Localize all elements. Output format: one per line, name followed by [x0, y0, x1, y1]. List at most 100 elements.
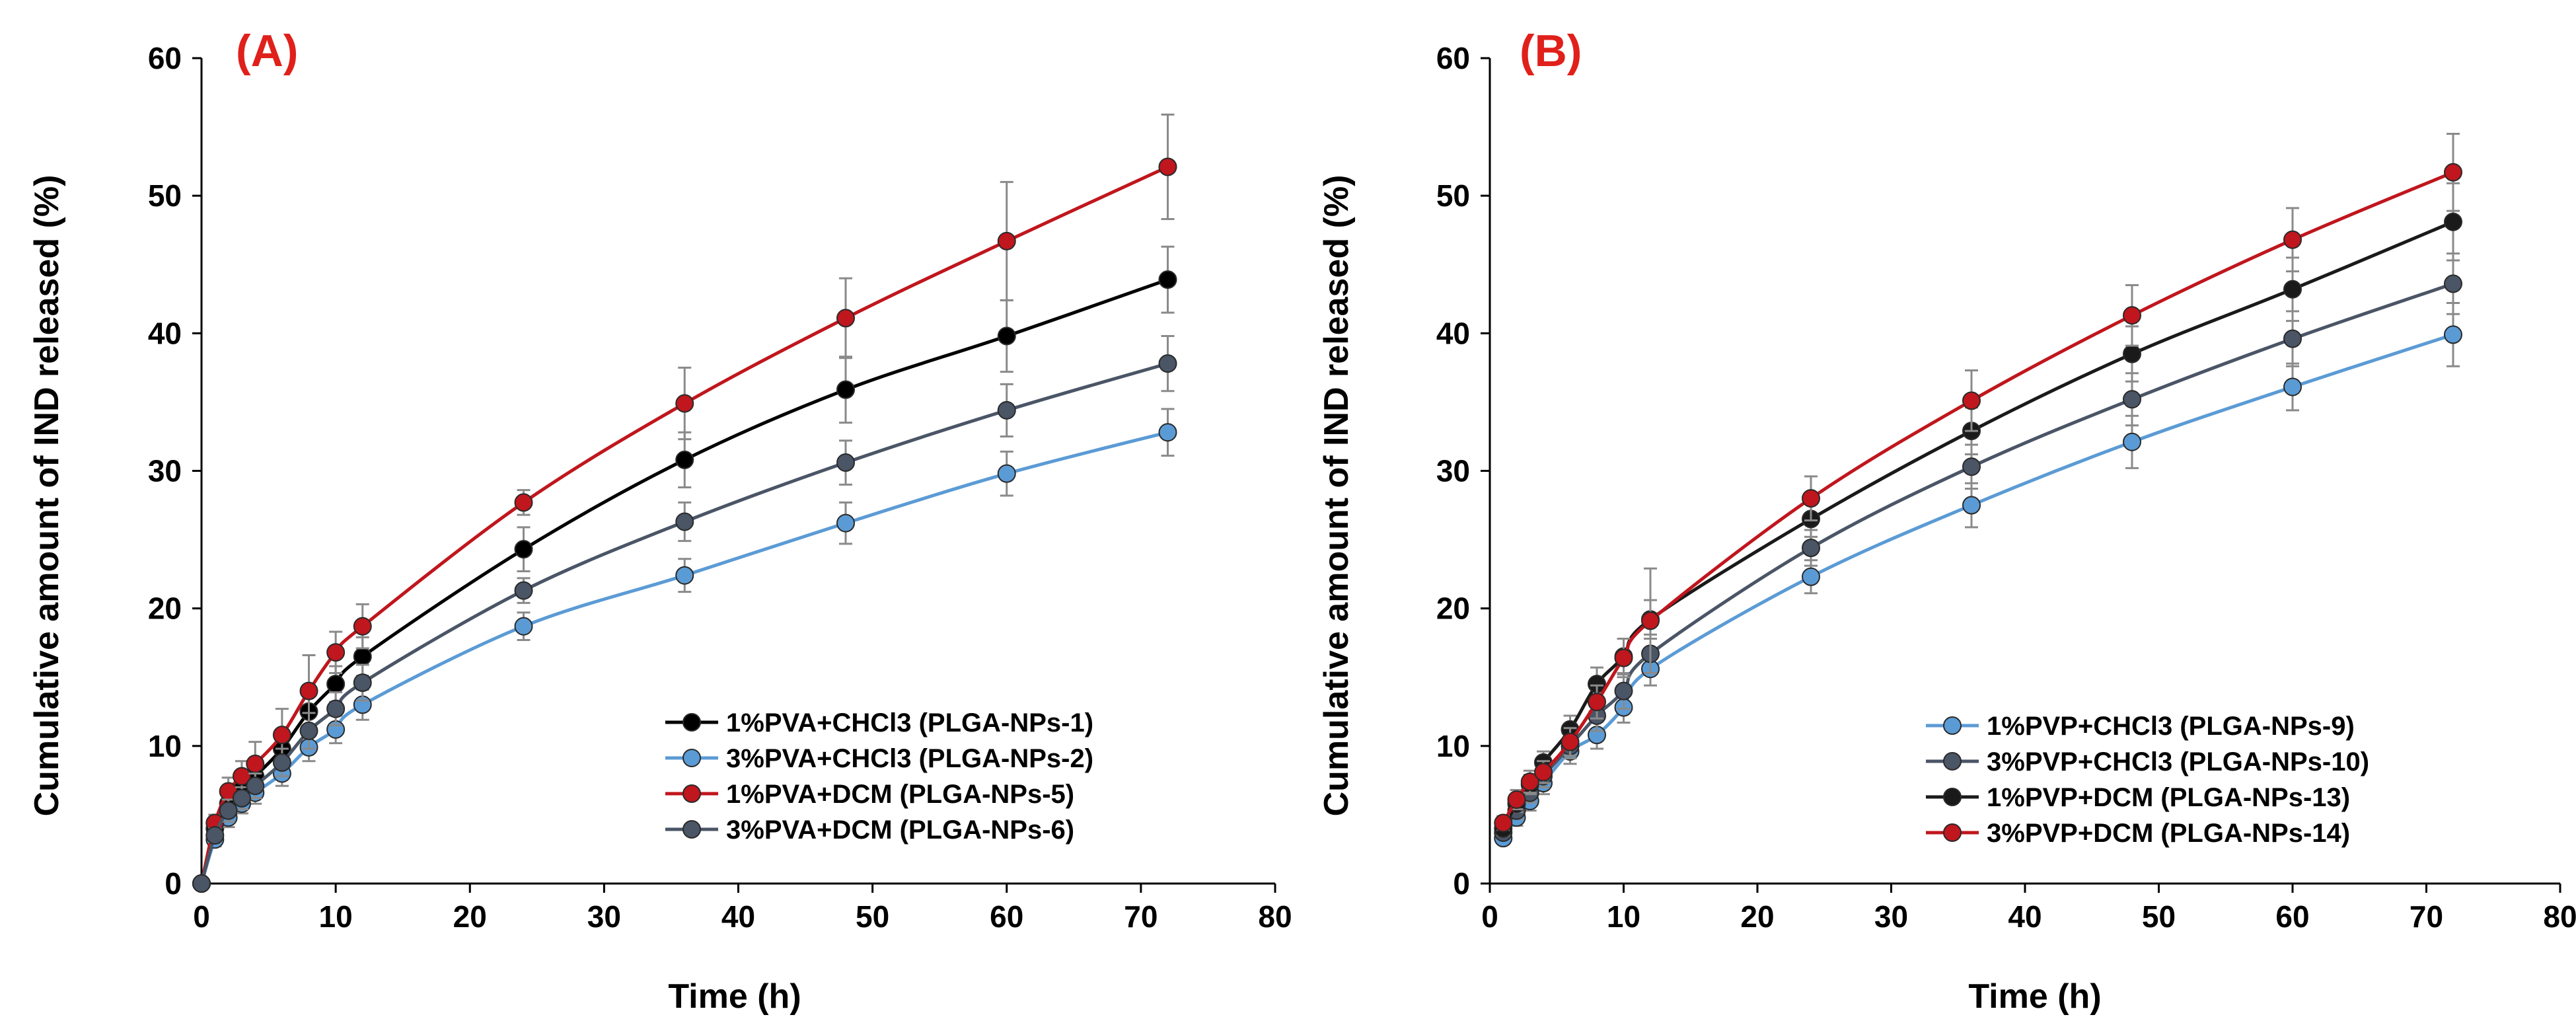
panel-b-data-point [1520, 772, 1539, 791]
panel-b-data-point [2123, 306, 2141, 325]
panel-b-data-point [1962, 391, 1981, 410]
panel-a-x-tick-label: 20 [453, 899, 487, 934]
panel-a-data-point [299, 721, 318, 740]
panel-a-x-tick-label: 70 [1124, 899, 1158, 934]
panel-b-data-point [2444, 212, 2462, 231]
panel-a-data-point [675, 512, 694, 531]
panel-b-legend-marker [1943, 788, 1962, 806]
panel-b-data-point [1534, 763, 1553, 782]
panel-b-data-point [2123, 432, 2141, 451]
panel-b-series-4 [1494, 132, 2462, 833]
panel-b-data-point [1802, 567, 1820, 586]
panel-a: (A) Cumulative amount of IND released (%… [28, 26, 1292, 1016]
panel-a-y-tick-label: 50 [148, 178, 182, 213]
panel-b-x-tick-label: 50 [2142, 899, 2176, 934]
panel-a-data-point [353, 673, 372, 693]
panel-a-data-point [326, 699, 346, 718]
panel-b-legend-marker [1943, 823, 1962, 842]
panel-b-data-point [1494, 813, 1513, 833]
panel-b-x-tick-label: 10 [1607, 899, 1640, 934]
panel-a-data-point [1158, 157, 1177, 176]
panel-a-label: (A) [236, 26, 298, 76]
panel-a-x-tick-label: 0 [193, 899, 210, 934]
panel-b-legend-label: 1%PVP+CHCl3 (PLGA-NPs-9) [1987, 712, 2355, 741]
panel-b-label: (B) [1520, 26, 1582, 76]
panel-a-data-point [997, 231, 1016, 250]
panel-a-data-point [353, 617, 372, 636]
panel-a-data-point [997, 464, 1016, 483]
panel-a-data-point [514, 581, 533, 600]
panel-b-x-tick-label: 80 [2543, 899, 2576, 934]
panel-a-data-point [246, 754, 265, 773]
panel-a-data-point [675, 566, 694, 585]
panel-b-legend-label: 3%PVP+CHCl3 (PLGA-NPs-10) [1987, 747, 2369, 776]
panel-a-y-tick-label: 60 [148, 41, 182, 75]
panel-a-legend-label: 3%PVA+CHCl3 (PLGA-NPs-2) [726, 744, 1093, 773]
panel-a-legend-label: 3%PVA+DCM (PLGA-NPs-6) [726, 815, 1074, 845]
panel-a-series-4 [192, 334, 1177, 893]
panel-b-data-point [1561, 732, 1580, 751]
panel-a-data-point [232, 788, 251, 808]
panel-a-x-tick-label: 80 [1258, 899, 1292, 934]
panel-b-plot: 0 10 20 30 40 50 60 0 10 20 30 40 50 60 70 80 [1436, 41, 2576, 934]
panel-a-legend-marker [682, 749, 701, 767]
panel-b-data-point [2283, 377, 2302, 396]
panel-a-data-point [353, 647, 372, 666]
panel-a-data-point [836, 309, 855, 328]
panel-a-data-point [232, 767, 251, 786]
panel-a-data-point [272, 726, 291, 745]
panel-b-legend: 1%PVP+CHCl3 (PLGA-NPs-9) 3%PVP+CHCl3 (PLG… [1926, 712, 2369, 848]
panel-a-y-tick-label: 30 [148, 454, 182, 488]
panel-b-data-point [2283, 280, 2302, 299]
panel-a-x-tick-label: 30 [587, 899, 621, 934]
panel-a-x-tick-label: 50 [856, 899, 889, 934]
panel-a-data-point [836, 453, 855, 472]
panel-a-data-point [675, 394, 694, 413]
panel-a-y-axis-title: Cumulative amount of IND released (%) [28, 175, 66, 817]
panel-b-legend-label: 3%PVP+DCM (PLGA-NPs-14) [1987, 819, 2350, 848]
panel-b-data-point [2444, 163, 2462, 182]
panel-a-x-tick-label: 40 [721, 899, 755, 934]
panel-b-data-point [1962, 496, 1981, 515]
panel-b-y-tick-label: 20 [1436, 591, 1470, 626]
panel-b-data-point [2123, 344, 2141, 363]
panel-a-data-point [836, 380, 855, 399]
panel-a-data-point [514, 617, 533, 636]
panel-b-data-point [1641, 611, 1660, 630]
panel-a-plot: 0 10 20 30 40 50 60 0 10 20 30 40 50 60 70 80 [148, 41, 1292, 934]
panel-a-data-point [219, 801, 238, 820]
panel-a-data-point [1158, 423, 1177, 442]
panel-a-data-point [272, 753, 291, 772]
panel-a-data-point [326, 643, 346, 662]
panel-b-data-point [1507, 790, 1526, 810]
panel-b-y-tick-label: 0 [1453, 866, 1470, 901]
panel-b: (B) Cumulative amount of IND released (%… [1317, 26, 2576, 1016]
panel-b-legend-label: 1%PVP+DCM (PLGA-NPs-13) [1987, 783, 2350, 812]
panel-b-x-tick-label: 30 [1874, 899, 1908, 934]
panel-a-y-tick-label: 0 [165, 866, 182, 901]
panel-a-data-point [836, 513, 855, 533]
panel-a-data-point [675, 450, 694, 469]
panel-b-data-point [1614, 648, 1633, 667]
panel-a-y-tick-label: 10 [148, 729, 182, 763]
panel-b-data-point [2283, 329, 2302, 348]
panel-a-legend-label: 1%PVA+DCM (PLGA-NPs-5) [726, 780, 1074, 809]
panel-a-legend: 1%PVA+CHCl3 (PLGA-NPs-1) 3%PVA+CHCl3 (PLG… [665, 708, 1093, 845]
panel-b-x-tick-label: 0 [1481, 899, 1498, 934]
panel-b-data-point [1802, 489, 1820, 508]
panel-a-x-tick-label: 10 [319, 899, 353, 934]
panel-a-data-point [1158, 270, 1177, 289]
panel-a-x-tick-label: 60 [990, 899, 1023, 934]
panel-b-data-point [1962, 457, 1981, 476]
panel-a-legend-marker [682, 820, 701, 839]
panel-b-data-point [2123, 390, 2141, 409]
panel-a-data-point [205, 826, 225, 845]
panel-b-data-point [2444, 325, 2462, 344]
panel-b-data-point [1588, 693, 1606, 712]
panel-b-y-tick-label: 60 [1436, 41, 1470, 75]
panel-a-data-point [326, 675, 346, 694]
panel-a-data-point [997, 326, 1016, 346]
panel-b-x-axis-title: Time (h) [1968, 977, 2101, 1016]
panel-b-y-tick-label: 10 [1436, 729, 1470, 763]
